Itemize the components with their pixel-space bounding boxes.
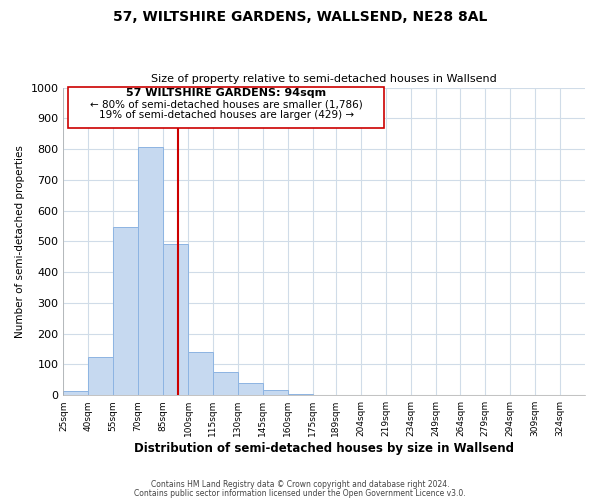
FancyBboxPatch shape: [68, 87, 384, 128]
Bar: [263, 390, 287, 395]
Text: 57 WILTSHIRE GARDENS: 94sqm: 57 WILTSHIRE GARDENS: 94sqm: [126, 88, 326, 98]
Y-axis label: Number of semi-detached properties: Number of semi-detached properties: [15, 145, 25, 338]
Bar: [163, 244, 188, 395]
Title: Size of property relative to semi-detached houses in Wallsend: Size of property relative to semi-detach…: [151, 74, 497, 84]
Text: Contains HM Land Registry data © Crown copyright and database right 2024.: Contains HM Land Registry data © Crown c…: [151, 480, 449, 489]
Bar: [113, 227, 138, 395]
Bar: [138, 146, 163, 395]
Text: 19% of semi-detached houses are larger (429) →: 19% of semi-detached houses are larger (…: [98, 110, 354, 120]
Bar: [535, 394, 560, 395]
Bar: [213, 372, 238, 395]
Bar: [287, 394, 313, 395]
Bar: [188, 352, 213, 395]
X-axis label: Distribution of semi-detached houses by size in Wallsend: Distribution of semi-detached houses by …: [134, 442, 514, 455]
Bar: [88, 357, 113, 395]
Text: Contains public sector information licensed under the Open Government Licence v3: Contains public sector information licen…: [134, 488, 466, 498]
Text: 57, WILTSHIRE GARDENS, WALLSEND, NE28 8AL: 57, WILTSHIRE GARDENS, WALLSEND, NE28 8A…: [113, 10, 487, 24]
Bar: [238, 383, 263, 395]
Text: ← 80% of semi-detached houses are smaller (1,786): ← 80% of semi-detached houses are smalle…: [90, 99, 362, 109]
Bar: [64, 390, 88, 395]
